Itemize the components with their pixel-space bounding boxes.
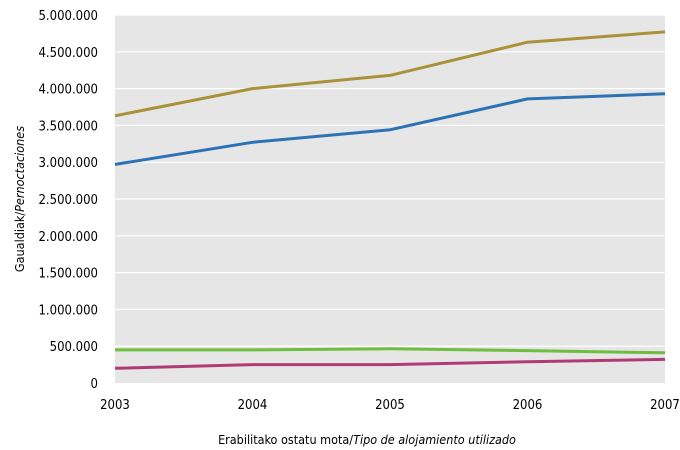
series-line-2 [114,92,666,166]
x-axis-title: Erabilitako ostatu mota/Tipo de alojamie… [218,432,516,447]
y-tick-label: 2.000.000 [38,230,98,245]
series-lines [114,30,666,370]
y-tick-label: 1.500.000 [38,267,98,282]
series-line-3 [115,347,666,355]
y-tick-label: 2.500.000 [38,193,98,208]
y-axis-title: Gaualdiak/Pernoctaciones [12,126,27,272]
y-tick-label: 4.500.000 [38,46,98,61]
x-tick-label: 2006 [513,398,543,413]
gridlines [115,14,665,347]
series-line-1 [114,30,666,118]
series-line-4 [114,357,666,370]
x-tick-label: 2003 [100,398,130,413]
y-tick-label: 0 [91,377,98,392]
y-tick-label: 5.000.000 [38,9,98,24]
y-tick-label: 4.000.000 [38,83,98,98]
y-tick-label: 1.000.000 [38,303,98,318]
x-tick-label: 2005 [375,398,405,413]
x-tick-label: 2007 [650,398,680,413]
y-axis-ticks: 0 500.000 1.000.000 1.500.000 2.000.000 2.500… [38,9,98,392]
y-tick-label: 3.500.000 [38,119,98,134]
y-tick-label: 3.000.000 [38,156,98,171]
x-tick-label: 2004 [238,398,268,413]
x-axis-ticks: 2003 2004 2005 2006 2007 [100,398,680,413]
y-tick-label: 500.000 [50,340,98,355]
